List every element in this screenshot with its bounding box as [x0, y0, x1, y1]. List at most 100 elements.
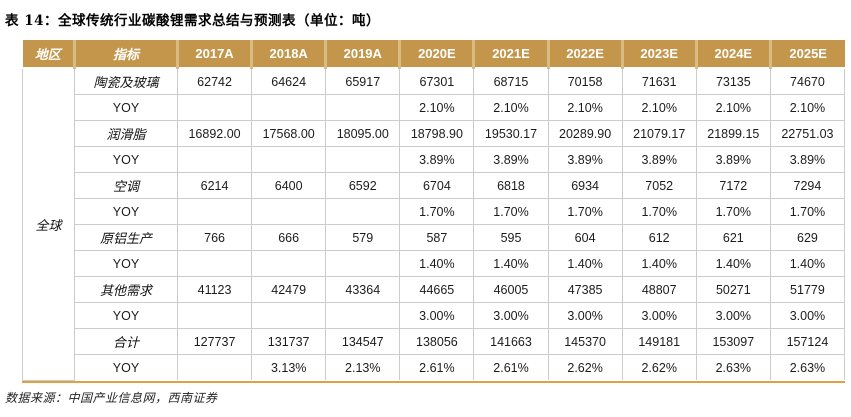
- value-cell: 3.89%: [473, 146, 549, 173]
- value-cell: 2.61%: [473, 354, 549, 380]
- value-cell: 621: [695, 224, 771, 251]
- indicator-cell: 陶瓷及玻璃: [74, 67, 178, 95]
- value-cell: 2.10%: [399, 94, 475, 121]
- value-cell: 2.10%: [621, 94, 697, 121]
- value-cell: 7052: [621, 172, 697, 199]
- value-cell: 3.00%: [695, 302, 771, 329]
- header-cell-5: 2020E: [398, 40, 474, 69]
- value-cell: 44665: [399, 276, 475, 303]
- indicator-cell: 合计: [74, 328, 178, 355]
- header-cell-6: 2021E: [472, 40, 549, 69]
- value-cell: 766: [176, 224, 253, 251]
- value-cell: 74670: [769, 67, 846, 95]
- value-cell: 20289.90: [547, 120, 623, 147]
- value-cell: 2.61%: [399, 354, 475, 380]
- value-cell: [176, 250, 253, 277]
- indicator-cell: YOY: [74, 94, 178, 121]
- value-cell: 6818: [473, 172, 549, 199]
- value-cell: 46005: [473, 276, 549, 303]
- table-body: 全球 陶瓷及玻璃 62742 64624 65917 67301 68715 70158 716…: [22, 67, 846, 381]
- header-cell-3: 2018A: [250, 40, 326, 69]
- value-cell: 1.40%: [547, 250, 623, 277]
- value-cell: 6400: [251, 172, 327, 199]
- value-cell: 3.89%: [621, 146, 697, 173]
- value-cell: 1.70%: [769, 198, 846, 225]
- value-cell: 73135: [695, 67, 771, 95]
- value-cell: 7172: [695, 172, 771, 199]
- value-cell: [176, 146, 253, 173]
- value-cell: 2.10%: [769, 94, 846, 121]
- value-cell: 6214: [176, 172, 253, 199]
- value-cell: 2.62%: [621, 354, 697, 380]
- value-cell: [251, 198, 327, 225]
- demand-forecast-table-wrap: 地区 指标 2017A 2018A 2019A 2020E 2021E 2022E 2023E 2…: [22, 40, 846, 383]
- table-row: YOY 3.89% 3.89% 3.89% 3.89% 3.89% 3.89%: [23, 146, 846, 173]
- value-cell: 1.70%: [473, 198, 549, 225]
- value-cell: 21079.17: [621, 120, 697, 147]
- value-cell: 149181: [621, 328, 697, 355]
- value-cell: 138056: [399, 328, 475, 355]
- indicator-cell: YOY: [74, 146, 178, 173]
- value-cell: 595: [473, 224, 549, 251]
- value-cell: 153097: [695, 328, 771, 355]
- header-cell-2: 2017A: [175, 40, 252, 69]
- value-cell: 18798.90: [399, 120, 475, 147]
- indicator-cell: YOY: [74, 250, 178, 277]
- value-cell: 50271: [695, 276, 771, 303]
- value-cell: 1.70%: [399, 198, 475, 225]
- value-cell: 3.89%: [399, 146, 475, 173]
- header-cell-9: 2024E: [694, 40, 771, 69]
- value-cell: 64624: [251, 67, 327, 95]
- header-cell-0: 地区: [22, 40, 75, 69]
- value-cell: 6934: [547, 172, 623, 199]
- value-cell: 62742: [176, 67, 253, 95]
- data-source-note: 数据来源：中国产业信息网，西南证券: [5, 391, 218, 405]
- indicator-cell: 润滑脂: [74, 120, 178, 147]
- value-cell: 157124: [769, 328, 846, 355]
- value-cell: 587: [399, 224, 475, 251]
- bottom-gold-rule: [22, 380, 845, 383]
- value-cell: 1.70%: [695, 198, 771, 225]
- value-cell: 3.89%: [547, 146, 623, 173]
- value-cell: 1.40%: [621, 250, 697, 277]
- value-cell: [325, 146, 401, 173]
- value-cell: 71631: [621, 67, 697, 95]
- value-cell: 1.40%: [769, 250, 846, 277]
- value-cell: [325, 198, 401, 225]
- value-cell: 3.00%: [547, 302, 623, 329]
- header-cell-1: 指标: [73, 40, 178, 69]
- value-cell: [251, 94, 327, 121]
- value-cell: 6592: [325, 172, 401, 199]
- value-cell: 1.40%: [473, 250, 549, 277]
- table-row: 空调 6214 6400 6592 6704 6818 6934 7052 7172 7294: [23, 172, 846, 199]
- value-cell: [176, 302, 253, 329]
- value-cell: 3.00%: [769, 302, 846, 329]
- value-cell: 141663: [473, 328, 549, 355]
- value-cell: 3.00%: [399, 302, 475, 329]
- value-cell: 2.13%: [325, 354, 401, 380]
- value-cell: 127737: [176, 328, 253, 355]
- value-cell: 47385: [547, 276, 623, 303]
- table-row: YOY 1.40% 1.40% 1.40% 1.40% 1.40% 1.40%: [23, 250, 846, 277]
- value-cell: 604: [547, 224, 623, 251]
- value-cell: 1.40%: [399, 250, 475, 277]
- value-cell: 2.63%: [695, 354, 771, 380]
- value-cell: 67301: [399, 67, 475, 95]
- header-cell-10: 2025E: [768, 40, 845, 69]
- value-cell: [251, 146, 327, 173]
- value-cell: 18095.00: [325, 120, 401, 147]
- value-cell: [251, 302, 327, 329]
- table-title: 表 14：全球传统行业碳酸锂需求总结与预测表（单位：吨）: [5, 13, 380, 29]
- table-row: YOY 3.00% 3.00% 3.00% 3.00% 3.00% 3.00%: [23, 302, 846, 329]
- header-cell-8: 2023E: [620, 40, 697, 69]
- value-cell: 7294: [769, 172, 846, 199]
- indicator-cell: 原铝生产: [74, 224, 178, 251]
- value-cell: 3.89%: [769, 146, 846, 173]
- indicator-cell: 空调: [74, 172, 178, 199]
- table-row: 合计 127737 131737 134547 138056 141663 145370 14…: [23, 328, 846, 355]
- value-cell: 68715: [473, 67, 549, 95]
- value-cell: 629: [769, 224, 846, 251]
- indicator-cell: YOY: [74, 302, 178, 329]
- value-cell: [251, 250, 327, 277]
- header-cell-4: 2019A: [324, 40, 400, 69]
